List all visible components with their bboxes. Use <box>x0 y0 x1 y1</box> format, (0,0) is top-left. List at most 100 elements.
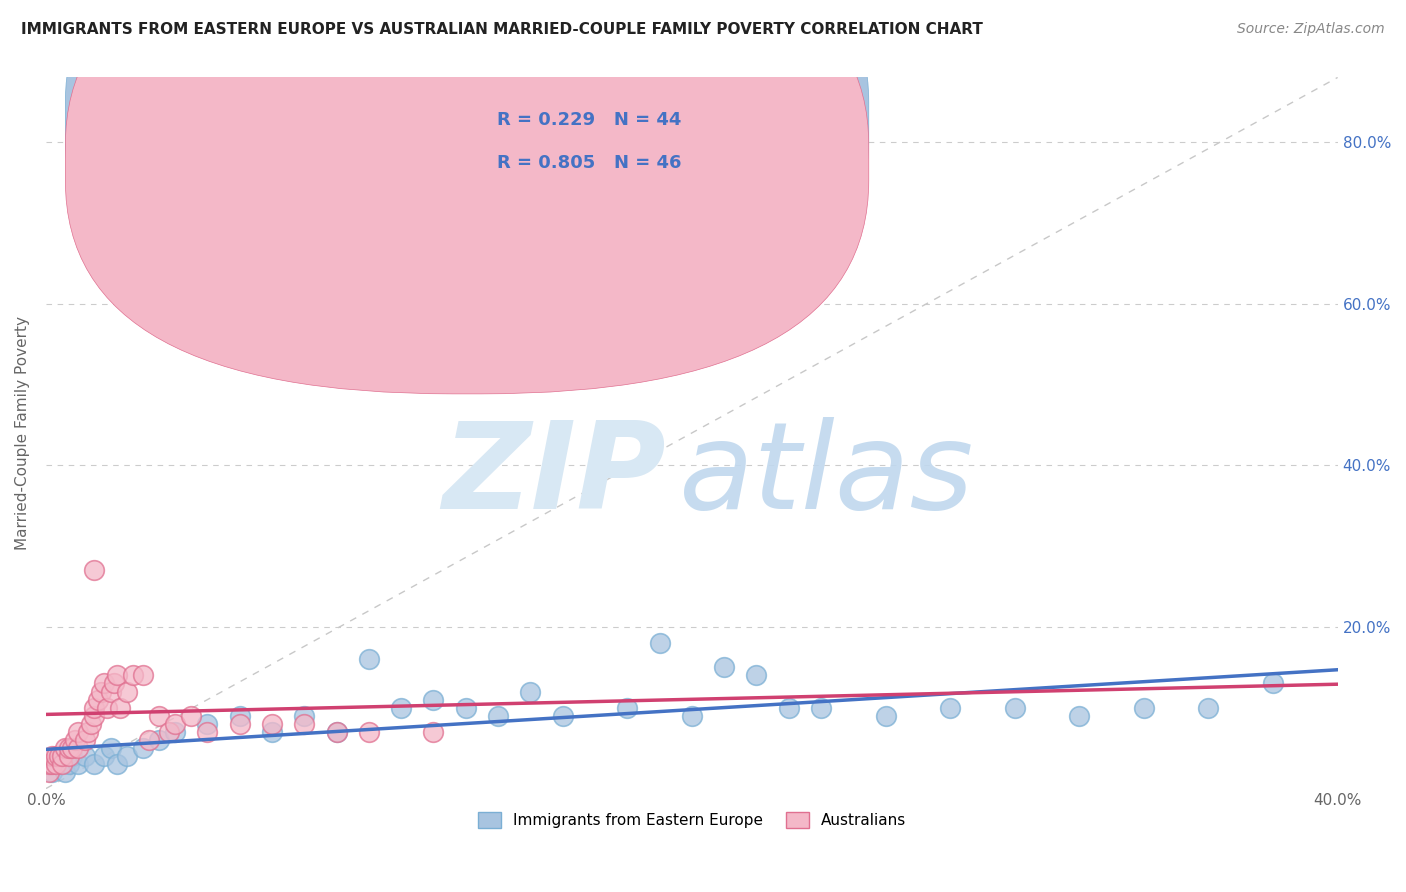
Point <box>681 708 703 723</box>
Point <box>260 717 283 731</box>
Legend: Immigrants from Eastern Europe, Australians: Immigrants from Eastern Europe, Australi… <box>471 806 912 834</box>
Point <box>325 725 347 739</box>
Point <box>48 749 70 764</box>
Point <box>939 700 962 714</box>
Point <box>454 700 477 714</box>
Point <box>228 708 250 723</box>
Point <box>38 757 60 772</box>
Point <box>778 700 800 714</box>
Text: R = 0.229   N = 44: R = 0.229 N = 44 <box>496 112 681 129</box>
Point <box>93 676 115 690</box>
Point <box>357 652 380 666</box>
Point <box>292 708 315 723</box>
Point <box>551 708 574 723</box>
Point <box>122 668 145 682</box>
Point <box>713 660 735 674</box>
Point <box>486 708 509 723</box>
Point <box>96 700 118 714</box>
FancyBboxPatch shape <box>65 0 869 351</box>
Point <box>38 757 60 772</box>
Point <box>105 757 128 772</box>
Point <box>73 733 96 747</box>
Text: R = 0.805   N = 46: R = 0.805 N = 46 <box>496 153 682 172</box>
Point <box>90 684 112 698</box>
Point <box>53 765 76 780</box>
Point <box>67 741 90 756</box>
Point <box>148 708 170 723</box>
Point <box>1133 700 1156 714</box>
Point <box>41 757 63 772</box>
Point <box>422 692 444 706</box>
Point <box>45 749 67 764</box>
Point <box>67 725 90 739</box>
Point <box>83 563 105 577</box>
Point <box>58 749 80 764</box>
Point <box>51 749 73 764</box>
Point <box>197 725 219 739</box>
Point <box>73 749 96 764</box>
Point <box>77 725 100 739</box>
FancyBboxPatch shape <box>433 92 717 198</box>
Point <box>389 700 412 714</box>
Point <box>115 749 138 764</box>
Point <box>48 749 70 764</box>
Point <box>100 192 122 206</box>
Point <box>260 725 283 739</box>
Point <box>58 741 80 756</box>
Point <box>83 708 105 723</box>
Point <box>519 684 541 698</box>
Text: ZIP: ZIP <box>443 417 666 534</box>
Text: atlas: atlas <box>679 417 974 534</box>
Point <box>616 700 638 714</box>
Point <box>41 765 63 780</box>
Point <box>51 757 73 772</box>
Point <box>180 708 202 723</box>
FancyBboxPatch shape <box>65 0 869 394</box>
Point <box>51 757 73 772</box>
Point <box>357 725 380 739</box>
Point <box>157 725 180 739</box>
Point <box>67 757 90 772</box>
Point <box>165 725 187 739</box>
Point <box>45 757 67 772</box>
Point <box>93 749 115 764</box>
Point <box>105 668 128 682</box>
Point <box>132 668 155 682</box>
Point <box>86 692 108 706</box>
Point <box>80 717 103 731</box>
Point <box>810 700 832 714</box>
Point <box>1198 700 1220 714</box>
Point <box>60 749 83 764</box>
Point <box>165 717 187 731</box>
Point <box>45 757 67 772</box>
Text: IMMIGRANTS FROM EASTERN EUROPE VS AUSTRALIAN MARRIED-COUPLE FAMILY POVERTY CORRE: IMMIGRANTS FROM EASTERN EUROPE VS AUSTRA… <box>21 22 983 37</box>
Point <box>63 733 86 747</box>
Point <box>115 684 138 698</box>
Y-axis label: Married-Couple Family Poverty: Married-Couple Family Poverty <box>15 316 30 550</box>
Point <box>38 765 60 780</box>
Point <box>41 749 63 764</box>
Point <box>83 757 105 772</box>
Point <box>745 668 768 682</box>
Point <box>83 700 105 714</box>
Point <box>1004 700 1026 714</box>
Point <box>292 717 315 731</box>
Point <box>103 676 125 690</box>
Point <box>132 741 155 756</box>
Point <box>60 741 83 756</box>
Point <box>1069 708 1091 723</box>
Point <box>110 700 132 714</box>
Point <box>875 708 897 723</box>
Point <box>53 741 76 756</box>
Text: Source: ZipAtlas.com: Source: ZipAtlas.com <box>1237 22 1385 37</box>
Point <box>148 733 170 747</box>
Point <box>100 741 122 756</box>
Point <box>100 684 122 698</box>
Point <box>58 757 80 772</box>
Point <box>197 717 219 731</box>
Point <box>138 733 160 747</box>
Point <box>1261 676 1284 690</box>
Point <box>228 717 250 731</box>
Point <box>422 725 444 739</box>
Point <box>325 725 347 739</box>
